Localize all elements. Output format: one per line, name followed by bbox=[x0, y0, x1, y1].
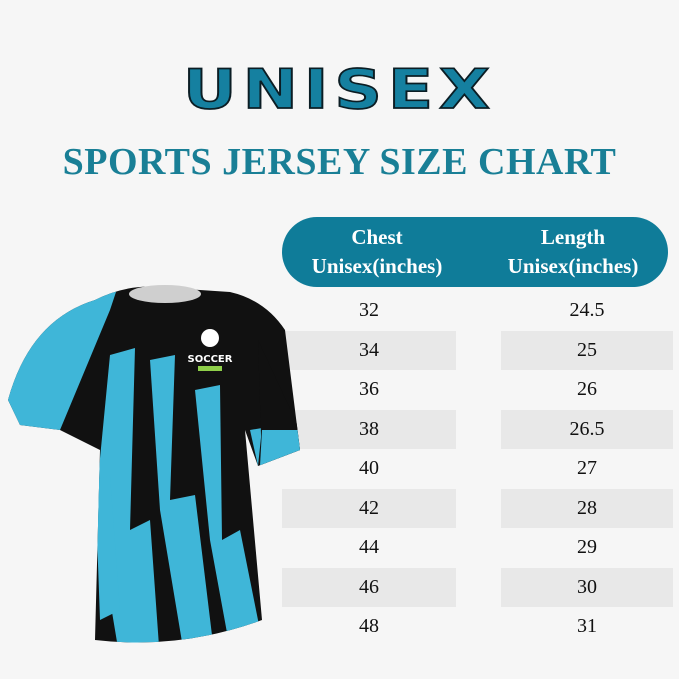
length-cell: 30 bbox=[501, 567, 673, 607]
chest-cell: 46 bbox=[282, 567, 456, 607]
chest-cell: 32 bbox=[359, 299, 379, 321]
chest-cell: 34 bbox=[282, 330, 456, 370]
page-title: UNISEX bbox=[182, 57, 496, 122]
table-row: 48 31 bbox=[282, 607, 674, 646]
length-cell: 31 bbox=[577, 615, 597, 637]
jersey-image: SOCCER bbox=[8, 285, 300, 643]
header-length: Length Unisex(inches) bbox=[478, 223, 668, 281]
table-row: 40 27 bbox=[282, 449, 674, 488]
table-row: 44 29 bbox=[282, 528, 674, 567]
length-cell: 26 bbox=[577, 378, 597, 400]
table-row: 46 30 bbox=[282, 567, 674, 607]
length-cell: 26.5 bbox=[501, 409, 673, 449]
chest-cell: 48 bbox=[359, 615, 379, 637]
length-cell: 24.5 bbox=[569, 299, 605, 321]
length-cell: 29 bbox=[577, 536, 597, 558]
length-cell: 28 bbox=[501, 488, 673, 528]
chest-cell: 44 bbox=[359, 536, 379, 558]
chest-cell: 42 bbox=[282, 488, 456, 528]
header-chest-unit: Unisex(inches) bbox=[311, 254, 443, 278]
header-length-label: Length bbox=[540, 225, 606, 249]
header-chest: Chest Unisex(inches) bbox=[282, 223, 472, 281]
chest-cell: 40 bbox=[359, 457, 379, 479]
soccer-ball-icon bbox=[201, 329, 219, 347]
page-subtitle: SPORTS JERSEY SIZE CHART bbox=[62, 141, 617, 183]
table-row: 42 28 bbox=[282, 488, 674, 528]
table-row: 38 26.5 bbox=[282, 409, 674, 449]
jersey-logo-text: SOCCER bbox=[188, 354, 233, 365]
table-row: 34 25 bbox=[282, 330, 674, 370]
chest-cell: 36 bbox=[359, 378, 379, 400]
chest-cell: 38 bbox=[282, 409, 456, 449]
table-row: 32 24.5 bbox=[282, 291, 674, 330]
header-chest-label: Chest bbox=[351, 225, 403, 249]
header-length-unit: Unisex(inches) bbox=[507, 254, 639, 278]
table-row: 36 26 bbox=[282, 370, 674, 409]
length-cell: 25 bbox=[501, 330, 673, 370]
table-header: Chest Unisex(inches) Length Unisex(inche… bbox=[282, 217, 668, 287]
length-cell: 27 bbox=[577, 457, 597, 479]
